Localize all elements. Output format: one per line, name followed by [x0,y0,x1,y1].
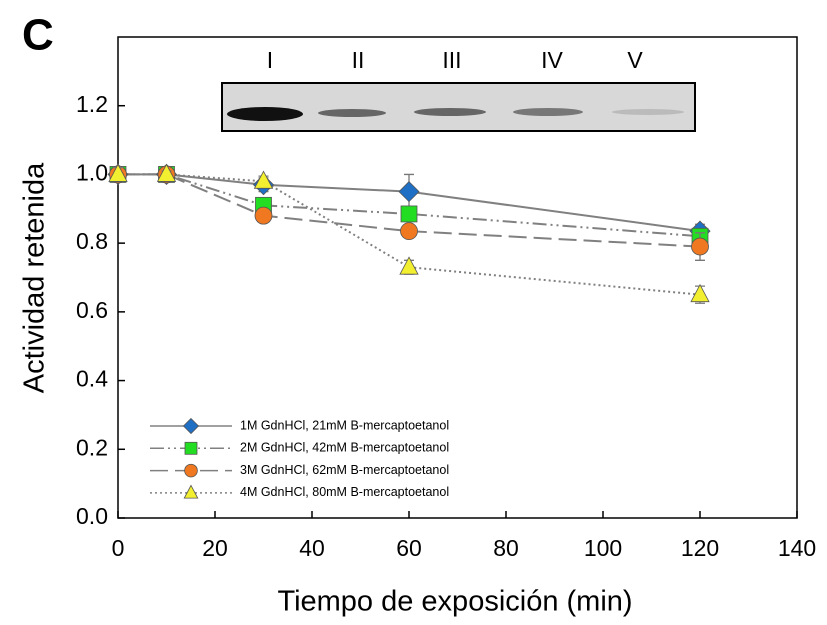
inset-label: II [352,47,365,73]
y-tick-label: 0.8 [76,228,108,254]
legend-label: 4M GdnHCl, 80mM B-mercaptoetanol [240,485,449,499]
legend-label: 3M GdnHCl, 62mM B-mercaptoetanol [240,463,449,477]
legend-label: 1M GdnHCl, 21mM B-mercaptoetanol [240,418,449,432]
y-axis-label: Actividad retenida [19,162,51,393]
marker [108,163,128,182]
gel-inset [221,82,696,132]
gel-band [612,109,684,115]
marker [184,441,198,455]
inset-label: V [627,47,643,73]
x-tick-label: 120 [681,535,719,561]
y-tick-label: 0.2 [76,434,108,460]
marker [184,463,198,478]
x-tick-label: 0 [112,535,125,561]
x-tick-label: 100 [584,535,622,561]
y-tick-label: 1.2 [76,91,108,117]
inset-label: IV [541,47,563,73]
marker [400,205,418,223]
marker [253,170,274,189]
plot-frame [117,36,798,519]
inset-label: I [267,47,273,73]
panel-label: C [22,11,54,60]
gel-band [414,108,486,116]
marker [398,181,420,203]
x-tick-label: 20 [202,535,228,561]
marker [399,256,419,275]
marker [400,222,418,241]
marker [183,484,199,499]
y-tick-label: 0.6 [76,297,108,323]
gel-band [227,107,303,121]
x-tick-label: 80 [493,535,519,561]
marker [156,163,177,182]
marker [690,283,710,303]
x-tick-label: 60 [396,535,422,561]
y-tick-label: 0.0 [76,503,108,529]
inset-label: III [442,47,461,73]
x-tick-label: 140 [778,535,816,561]
marker [691,237,709,256]
legend-label: 2M GdnHCl, 42mM B-mercaptoetanol [240,441,449,455]
gel-band [513,108,583,116]
y-tick-label: 0.4 [76,366,108,392]
x-tick-label: 40 [299,535,325,561]
gel-image [221,82,696,132]
gel-band [318,109,386,117]
x-axis-label: Tiempo de exposición (min) [277,586,632,618]
y-tick-label: 1.0 [76,160,108,186]
marker [182,417,200,435]
marker [254,206,273,225]
